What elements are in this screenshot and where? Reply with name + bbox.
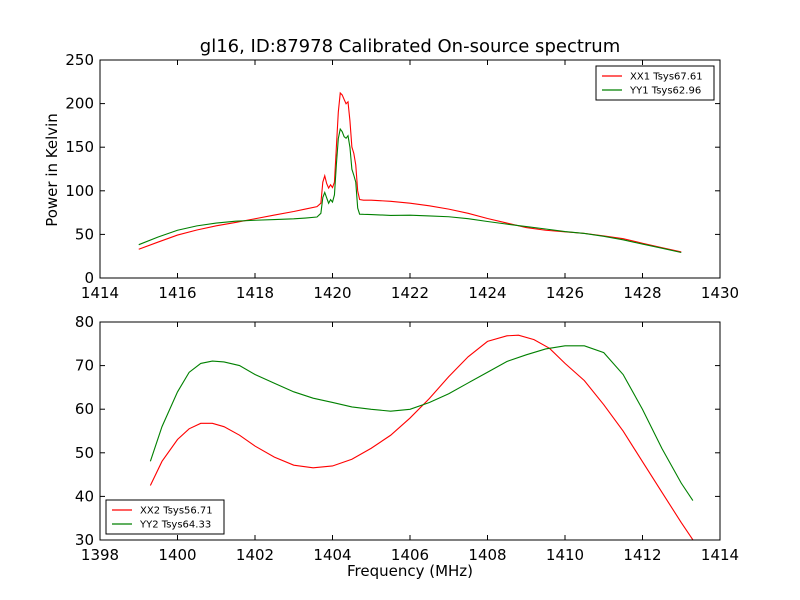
- bottom-y-tick-label: 40: [75, 487, 94, 505]
- top-x-tick-label: 1416: [158, 284, 196, 302]
- top-legend-entry: XX1 Tsys67.61: [630, 72, 703, 83]
- bottom-x-tick-label: 1410: [546, 546, 584, 564]
- bottom-x-tick-label: 1398: [81, 546, 119, 564]
- top-y-tick-label: 150: [65, 138, 94, 156]
- bottom-x-tick-label: 1408: [468, 546, 506, 564]
- bottom-x-tick-label: 1400: [158, 546, 196, 564]
- top-x-tick-label: 1426: [546, 284, 584, 302]
- top-series-1-line: [138, 91, 682, 253]
- bottom-y-tick-label: 50: [75, 444, 94, 462]
- bottom-series-1-line: [149, 334, 694, 540]
- top-series-2-line: [138, 127, 682, 254]
- bottom-y-tick-label: 30: [75, 531, 94, 549]
- bottom-series-2-line: [149, 345, 694, 501]
- bottom-plot-area: 1398 1400 1402 1404 1406 1408 1410 1412 1414 30 40…: [75, 313, 739, 564]
- top-x-tick-label: 1424: [468, 284, 506, 302]
- bottom-y-tick-label: 80: [75, 313, 94, 331]
- bottom-legend-entry: YY2 Tsys64.33: [139, 520, 211, 531]
- top-y-axis-label: Power in Kelvin: [43, 113, 61, 227]
- top-y-tick-label: 100: [65, 182, 94, 200]
- bottom-legend-entry: XX2 Tsys56.71: [140, 506, 213, 517]
- bottom-x-axis-label: Frequency (MHz): [347, 562, 473, 580]
- bottom-x-tick-label: 1404: [313, 546, 351, 564]
- top-x-tick-label: 1418: [236, 284, 274, 302]
- top-legend-entry: YY1 Tsys62.96: [629, 86, 701, 97]
- bottom-x-tick-label: 1414: [701, 546, 739, 564]
- bottom-y-tick-label: 70: [75, 357, 94, 375]
- bottom-x-tick-label: 1402: [236, 546, 274, 564]
- top-y-tick-label: 50: [75, 225, 94, 243]
- top-x-tick-label: 1428: [623, 284, 661, 302]
- top-plot-area: 1414 1416 1418 1420 1422 1424 1426 1428 1430 0 50 1…: [65, 51, 739, 302]
- top-panel: 1414 1416 1418 1420 1422 1424 1426 1428 1430 0 50 1…: [43, 51, 739, 302]
- top-x-tick-label: 1414: [81, 284, 119, 302]
- top-legend: XX1 Tsys67.61 YY1 Tsys62.96: [595, 65, 715, 101]
- top-x-tick-label: 1422: [391, 284, 429, 302]
- top-y-tick-label: 200: [65, 95, 94, 113]
- bottom-x-tick-label: 1412: [623, 546, 661, 564]
- top-x-tick-label: 1420: [313, 284, 351, 302]
- bottom-x-tick-label: 1406: [391, 546, 429, 564]
- figure-title: gl16, ID:87978 Calibrated On-source spec…: [200, 36, 620, 57]
- top-y-tick-label: 0: [84, 269, 94, 287]
- top-y-tick-label: 250: [65, 51, 94, 69]
- top-x-tick-label: 1430: [701, 284, 739, 302]
- bottom-y-tick-label: 60: [75, 400, 94, 418]
- bottom-panel: 1398 1400 1402 1404 1406 1408 1410 1412 1414 30 40…: [75, 313, 739, 580]
- bottom-legend: XX2 Tsys56.71 YY2 Tsys64.33: [105, 499, 225, 535]
